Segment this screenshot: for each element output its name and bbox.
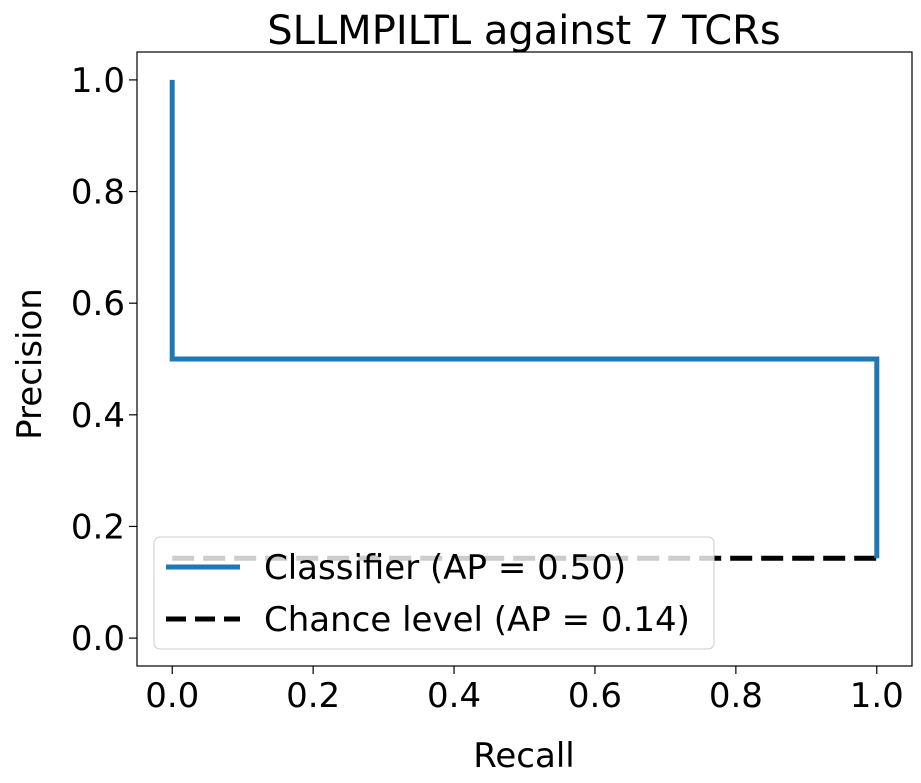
x-axis-label: Recall <box>473 736 574 776</box>
legend-box <box>153 536 715 650</box>
chart-title: SLLMPILTL against 7 TCRs <box>267 8 781 54</box>
x-tick-label: 0.6 <box>568 676 622 716</box>
legend-label-1: Chance level (AP = 0.14) <box>264 600 690 640</box>
x-tick-label: 1.0 <box>850 676 904 716</box>
legend-label-0: Classifier (AP = 0.50) <box>264 548 626 588</box>
x-tick-label: 0.4 <box>427 676 481 716</box>
axis-ticks: 0.0 0.2 0.4 0.6 0.8 1.0 0.0 0.2 0.4 0.6 0.8 1.0 <box>71 61 904 716</box>
axes-frame <box>136 51 913 667</box>
legend: Classifier (AP = 0.50) Chance level (AP =… <box>153 536 715 650</box>
y-axis-label: Precision <box>10 288 50 440</box>
y-tick-label: 0.4 <box>71 396 125 436</box>
y-tick-label: 0.6 <box>71 284 125 324</box>
series-line-0 <box>169 79 880 559</box>
y-tick-label: 0.8 <box>71 173 125 213</box>
x-tick-label: 0.2 <box>286 676 340 716</box>
x-tick-label: 0.8 <box>709 676 763 716</box>
y-tick-label: 0.0 <box>71 619 125 659</box>
y-tick-label: 0.2 <box>71 507 125 547</box>
y-tick-label: 1.0 <box>71 61 125 101</box>
x-tick-label: 0.0 <box>145 676 199 716</box>
